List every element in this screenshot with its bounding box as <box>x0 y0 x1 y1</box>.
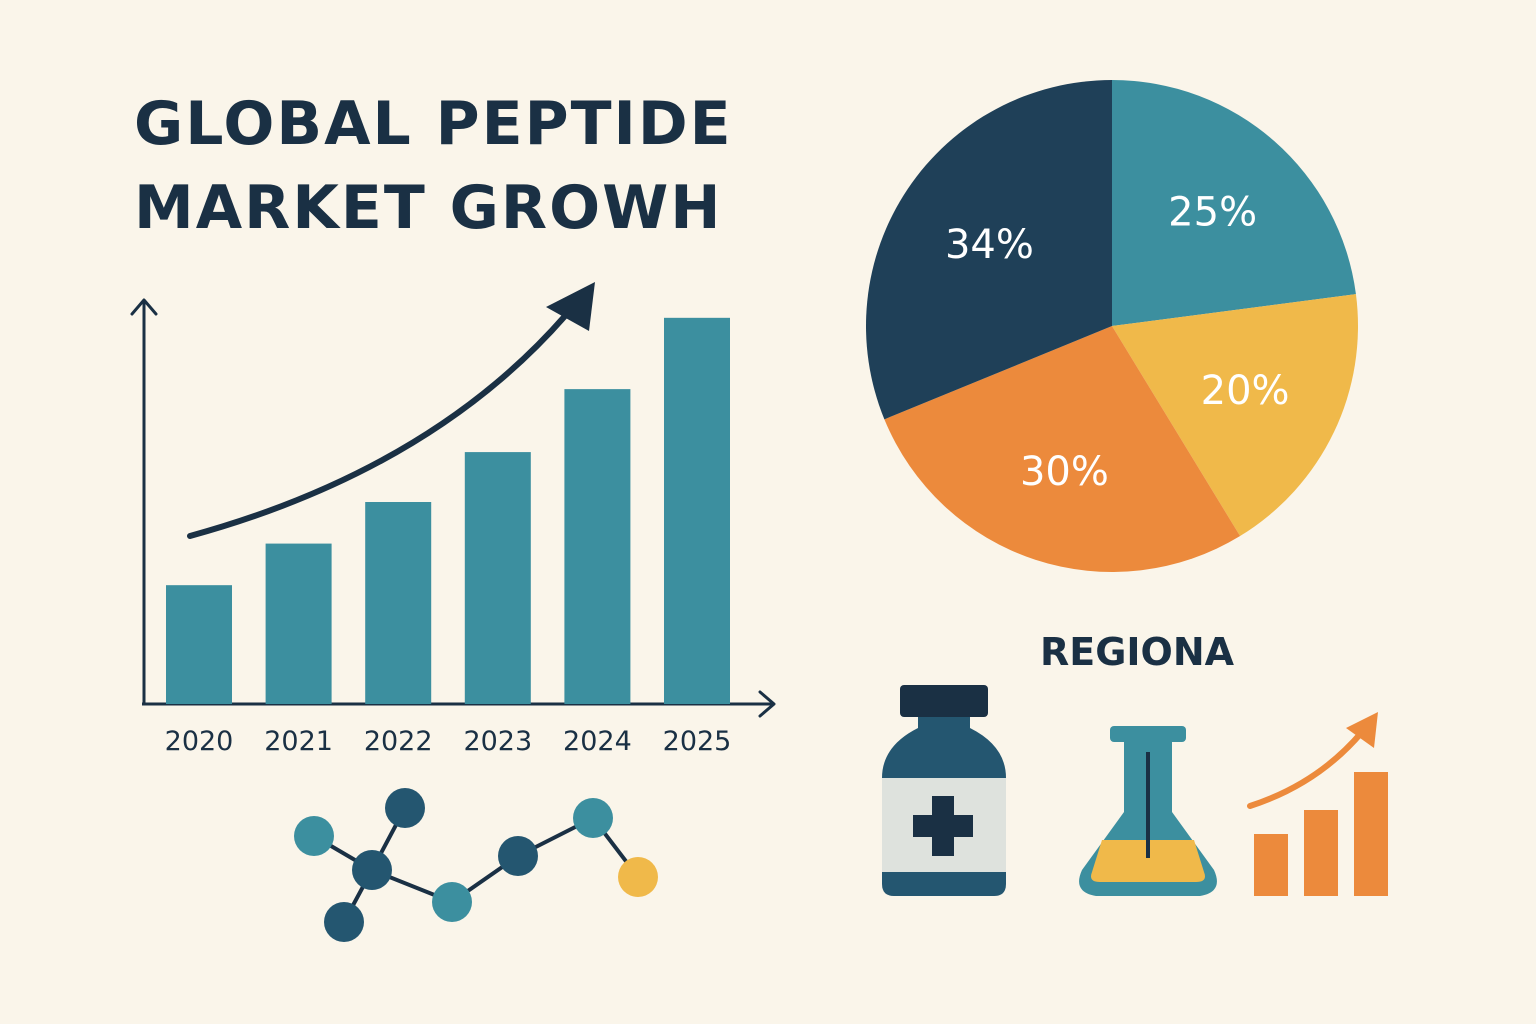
x-tick-labels: 2020 2021 2022 2023 2024 2025 <box>165 726 732 757</box>
pie-slice-30pct <box>884 326 1241 572</box>
molecule-atom <box>498 836 538 876</box>
pie-slice-34pct <box>865 80 1112 420</box>
pie-labels: 25% 20% 30% 34% <box>945 189 1290 495</box>
pie-slice-label: 34% <box>945 222 1034 268</box>
bar-2020 <box>166 585 232 704</box>
pie-slices <box>865 80 1358 572</box>
bar-2025 <box>664 317 730 704</box>
molecule-atom <box>294 816 334 856</box>
x-tick-label: 2025 <box>663 726 732 757</box>
molecule-atom <box>385 788 425 828</box>
trend-arrow-head <box>546 282 595 331</box>
bar-2021 <box>265 543 332 704</box>
pie-slice-25pct <box>1112 80 1356 326</box>
bar-2023 <box>464 452 531 704</box>
molecule-atom <box>432 882 472 922</box>
x-tick-label: 2022 <box>364 726 433 757</box>
plus-icon-h <box>913 815 973 837</box>
x-axis-arrowhead <box>758 690 776 718</box>
trend-arrow <box>187 282 595 539</box>
molecule-atom <box>618 857 658 897</box>
pie-slice-20pct <box>1112 294 1358 537</box>
pie-slice-label: 20% <box>1201 368 1290 414</box>
bar-2024 <box>564 389 631 704</box>
growth-arrow-line <box>1247 729 1365 809</box>
bar-2022 <box>365 502 432 704</box>
region-label: REGIONA <box>1040 630 1235 674</box>
molecule-atom <box>352 850 392 890</box>
y-axis-arrowhead <box>130 298 158 316</box>
growth-bar <box>1354 772 1388 896</box>
page-title: GLOBAL PEPTIDE MARKET GROWH <box>134 82 733 250</box>
flask-liquid <box>1091 840 1205 882</box>
x-tick-label: 2021 <box>264 726 333 757</box>
molecule-atom <box>573 798 613 838</box>
bar-series <box>166 317 730 704</box>
bottle-cap <box>900 685 988 717</box>
growth-arrow-head <box>1346 712 1378 748</box>
pie-slice-label: 25% <box>1168 189 1257 235</box>
growth-bar <box>1254 834 1288 896</box>
title-line-1: GLOBAL PEPTIDE <box>134 89 733 159</box>
growth-bar <box>1304 810 1338 896</box>
flask-rim <box>1110 726 1186 742</box>
molecule-atom <box>324 902 364 942</box>
x-tick-label: 2024 <box>563 726 632 757</box>
pie-slice-label: 30% <box>1020 449 1109 495</box>
title-line-2: MARKET GROWH <box>134 173 723 243</box>
x-tick-label: 2023 <box>463 726 532 757</box>
x-tick-label: 2020 <box>165 726 234 757</box>
trend-arrow-line <box>187 313 568 539</box>
